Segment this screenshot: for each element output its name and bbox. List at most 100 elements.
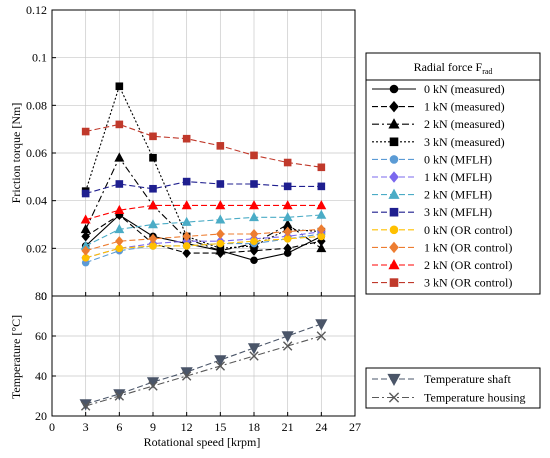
data-point — [80, 214, 91, 224]
x-tick-label: 9 — [150, 420, 156, 434]
data-point — [249, 351, 259, 361]
data-point — [249, 200, 259, 210]
series-0-kn-or-control — [81, 232, 326, 262]
x-tick-label: 6 — [116, 420, 122, 434]
data-point — [316, 209, 327, 219]
legend-marker — [389, 241, 399, 254]
x-tick-label: 3 — [83, 420, 89, 434]
data-point — [247, 343, 261, 355]
x-tick-label: 12 — [181, 420, 193, 434]
data-point — [81, 127, 90, 136]
data-point — [250, 256, 258, 265]
data-point — [181, 216, 192, 226]
legend-entry-label: 1 kN (OR control) — [424, 240, 512, 254]
data-point — [115, 180, 124, 188]
y-tick-label: 0.08 — [26, 98, 47, 112]
legend-entry-label: 2 kN (measured) — [424, 117, 505, 131]
legend-entry-label: 2 kN (MFLH) — [424, 188, 492, 202]
legend-marker — [388, 118, 400, 129]
data-point — [81, 189, 90, 198]
series-2-kn-or-control — [80, 200, 327, 224]
y-tick-label: 40 — [35, 369, 47, 383]
series-3-kn-or-control — [81, 120, 326, 172]
data-point — [115, 82, 124, 91]
series-line — [85, 204, 322, 221]
legend-marker — [389, 100, 399, 113]
legend-marker — [389, 207, 399, 217]
x-tick-label: 24 — [315, 420, 327, 434]
legend-marker — [389, 278, 399, 287]
data-point — [216, 180, 225, 188]
legend-entry-label: 0 kN (MFLH) — [424, 152, 492, 166]
series-line — [85, 214, 322, 254]
data-point — [215, 200, 226, 210]
legend-marker — [389, 171, 399, 183]
data-point — [113, 389, 126, 401]
data-point — [81, 231, 90, 242]
legend-entry-label: 1 kN (MFLH) — [424, 170, 492, 184]
data-point — [115, 120, 124, 129]
data-point — [214, 355, 227, 367]
x-tick-label: 27 — [349, 420, 361, 434]
data-point — [182, 177, 191, 186]
data-point — [283, 243, 292, 254]
series-line — [85, 181, 322, 195]
data-point — [282, 341, 293, 351]
x-tick-label: 15 — [214, 420, 226, 434]
legend-entry-label: 0 kN (OR control) — [424, 223, 512, 237]
series-line — [85, 335, 322, 407]
series-temperature-housing — [80, 331, 327, 411]
data-point — [250, 151, 258, 160]
series-line — [85, 84, 322, 249]
data-point — [249, 212, 259, 222]
friction-torque-plot: 0 0.02 0.04 0.06 0.08 0.1 0.12 — [26, 3, 356, 303]
data-point — [149, 153, 157, 162]
data-point — [283, 226, 292, 237]
series-2-kn-mflh — [80, 209, 327, 250]
x-tick-label: 18 — [248, 420, 260, 434]
temperature-legend: Temperature shaft Temperature housing — [365, 367, 541, 409]
series-line — [85, 323, 322, 405]
legend-title-subscript: rad — [482, 67, 492, 76]
data-point — [79, 399, 92, 411]
legend-marker — [389, 137, 399, 147]
x-tick-label: 0 — [49, 420, 55, 434]
series-temperature-shaft — [79, 319, 328, 411]
legend-entry-label: 0 kN (measured) — [424, 82, 505, 96]
legend-marker — [389, 225, 399, 235]
data-point — [114, 204, 125, 214]
y-tick-label: 0 — [41, 289, 47, 303]
series-1-kn-or-control — [81, 224, 326, 256]
data-point — [283, 182, 292, 191]
legend-marker — [389, 155, 399, 164]
legend-entry-label: 2 kN (OR control) — [424, 258, 512, 272]
data-point — [114, 223, 125, 234]
x-tick-label: 21 — [282, 420, 294, 434]
y-tick-label: 0.06 — [26, 146, 47, 160]
data-point — [149, 132, 157, 141]
data-point — [317, 224, 326, 235]
legend-marker — [388, 259, 400, 270]
data-point — [317, 182, 326, 191]
data-point — [316, 242, 327, 253]
data-point — [181, 200, 192, 210]
legend-entry-label: 3 kN (MFLH) — [424, 205, 492, 219]
data-point — [115, 236, 124, 247]
grid — [52, 296, 355, 416]
series-line — [85, 235, 322, 259]
plot-frame — [51, 295, 356, 417]
legend-marker — [389, 84, 399, 94]
series-line — [85, 214, 322, 247]
legend-entry-label: 3 kN (OR control) — [424, 276, 512, 290]
y-tick-label: 0.12 — [26, 3, 47, 17]
data-point — [114, 391, 125, 401]
data-point — [216, 239, 225, 248]
data-point — [281, 331, 294, 343]
data-point — [149, 184, 157, 193]
y-tick-label: 0.1 — [32, 51, 47, 65]
legend-marker — [387, 373, 401, 387]
series-line — [85, 156, 322, 252]
data-point — [216, 228, 225, 240]
data-point — [317, 163, 326, 172]
